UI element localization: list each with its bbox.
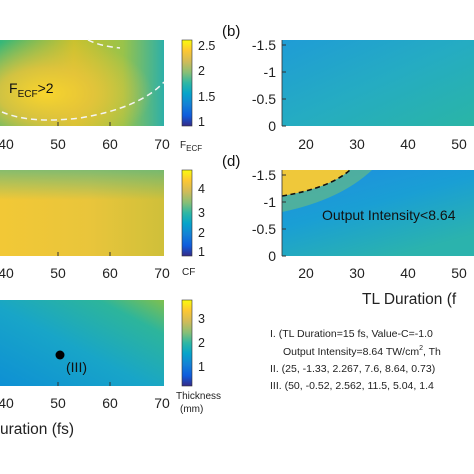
notes-line-3: II. (25, -1.33, 2.267, 7.6, 8.64, 0.73) bbox=[270, 363, 435, 375]
notes-line-1: I. (TL Duration=15 fs, Value-C=-1.0 bbox=[270, 328, 433, 340]
heatmap-b bbox=[282, 40, 474, 126]
notes-line-4: III. (50, -0.52, 2.562, 11.5, 5.04, 1.4 bbox=[270, 380, 434, 392]
fecf-annotation: FECF>2 bbox=[9, 80, 54, 100]
b-ytick: -0.5 bbox=[252, 91, 276, 107]
cf-x-ticks: 40 50 60 70 bbox=[0, 252, 170, 281]
colorbar-cf-tick: 2 bbox=[198, 226, 205, 240]
colorbar-fecf-tick: 1 bbox=[198, 115, 205, 129]
panel-label-d: (d) bbox=[222, 153, 240, 170]
colorbar-thickness-tick: 1 bbox=[198, 360, 205, 374]
colorbar-fecf-label: FECF bbox=[180, 140, 202, 153]
heatmap-thickness bbox=[0, 300, 164, 386]
marker-III bbox=[55, 350, 65, 360]
b-xtick: 20 bbox=[298, 136, 314, 152]
b-y-ticks: -1.5 -1 -0.5 0 bbox=[252, 37, 286, 134]
fecf-x-ticks: 40 50 60 70 bbox=[0, 122, 170, 152]
colorbar-thickness-label: (mm) bbox=[180, 404, 203, 415]
d-ytick: -1.5 bbox=[252, 167, 276, 183]
colorbar-fecf-tick: 2 bbox=[198, 64, 205, 78]
thickness-x-ticks: 40 50 60 70 bbox=[0, 382, 170, 411]
thickness-xlabel: uration (fs) bbox=[0, 421, 74, 438]
d-y-ticks: -1.5 -1 -0.5 0 bbox=[252, 167, 286, 264]
heatmap-fecf-hotspot bbox=[0, 40, 164, 126]
thickness-xtick: 60 bbox=[102, 395, 118, 411]
d-ytick: -0.5 bbox=[252, 221, 276, 237]
b-xtick: 40 bbox=[400, 136, 416, 152]
d-contour bbox=[281, 169, 351, 197]
fecf-contour bbox=[1, 81, 165, 121]
panel-fecf: FECF>2 40 50 60 70 2.5 2 1.5 1 FECF bbox=[0, 39, 215, 153]
thickness-xtick: 70 bbox=[154, 395, 170, 411]
colorbar-cf-tick: 3 bbox=[198, 206, 205, 220]
fecf-xtick: 60 bbox=[102, 136, 118, 152]
heatmap-cf-shade bbox=[0, 170, 164, 256]
d-ytick: -1 bbox=[264, 194, 277, 210]
d-xlabel: TL Duration (f bbox=[362, 291, 457, 308]
cf-xtick: 40 bbox=[0, 265, 14, 281]
d-ytick: 0 bbox=[268, 248, 276, 264]
colorbar-fecf-tick: 1.5 bbox=[198, 90, 215, 104]
panel-d: (d) Output Intensity<8.64 -1.5 -1 -0.5 0… bbox=[222, 153, 474, 308]
b-xtick: 30 bbox=[349, 136, 365, 152]
fecf-xtick: 50 bbox=[50, 136, 66, 152]
heatmap-d-yellow-fade bbox=[282, 170, 372, 212]
fecf-contour-top bbox=[87, 39, 121, 49]
fecf-xtick: 40 bbox=[0, 136, 14, 152]
panel-label-b: (b) bbox=[222, 23, 240, 40]
panel-thickness: (III) 40 50 60 70 uration (fs) 3 2 1 Thi… bbox=[0, 299, 221, 438]
b-ytick: -1 bbox=[264, 64, 277, 80]
b-ytick: -1.5 bbox=[252, 37, 276, 53]
b-ytick: 0 bbox=[268, 118, 276, 134]
d-x-ticks: 20 30 40 50 bbox=[298, 265, 467, 281]
cf-xtick: 60 bbox=[102, 265, 118, 281]
d-xtick: 40 bbox=[400, 265, 416, 281]
thickness-xtick: 40 bbox=[0, 395, 14, 411]
panel-b: (b) -1.5 -1 -0.5 0 20 30 40 50 bbox=[222, 23, 474, 152]
d-xtick: 30 bbox=[349, 265, 365, 281]
b-xtick: 50 bbox=[451, 136, 467, 152]
b-x-ticks: 20 30 40 50 bbox=[298, 136, 467, 152]
colorbar-cf-tick: 4 bbox=[198, 182, 205, 196]
d-xtick: 20 bbox=[298, 265, 314, 281]
cf-xtick: 70 bbox=[154, 265, 170, 281]
panel-cf: 40 50 60 70 4 3 2 1 CF bbox=[0, 169, 205, 281]
colorbar-cf-label: CF bbox=[182, 267, 195, 278]
marker-III-label: (III) bbox=[66, 359, 87, 375]
heatmap-d-yellow-region bbox=[282, 170, 350, 196]
cf-xtick: 50 bbox=[50, 265, 66, 281]
d-annotation: Output Intensity<8.64 bbox=[322, 207, 456, 223]
colorbar-cf bbox=[181, 169, 193, 257]
colorbar-fecf bbox=[181, 39, 193, 127]
notes-block: I. (TL Duration=15 fs, Value-C=-1.0 Outp… bbox=[270, 328, 441, 392]
colorbar-thickness-label: Thickness bbox=[176, 391, 221, 402]
thickness-xtick: 50 bbox=[50, 395, 66, 411]
fecf-xtick: 70 bbox=[154, 136, 170, 152]
d-xtick: 50 bbox=[451, 265, 467, 281]
colorbar-thickness bbox=[181, 299, 193, 387]
colorbar-thickness-tick: 2 bbox=[198, 336, 205, 350]
notes-line-2: Output Intensity=8.64 TW/cm2, Th bbox=[283, 345, 441, 358]
colorbar-thickness-tick: 3 bbox=[198, 312, 205, 326]
colorbar-fecf-tick: 2.5 bbox=[198, 39, 215, 53]
colorbar-cf-tick: 1 bbox=[198, 245, 205, 259]
